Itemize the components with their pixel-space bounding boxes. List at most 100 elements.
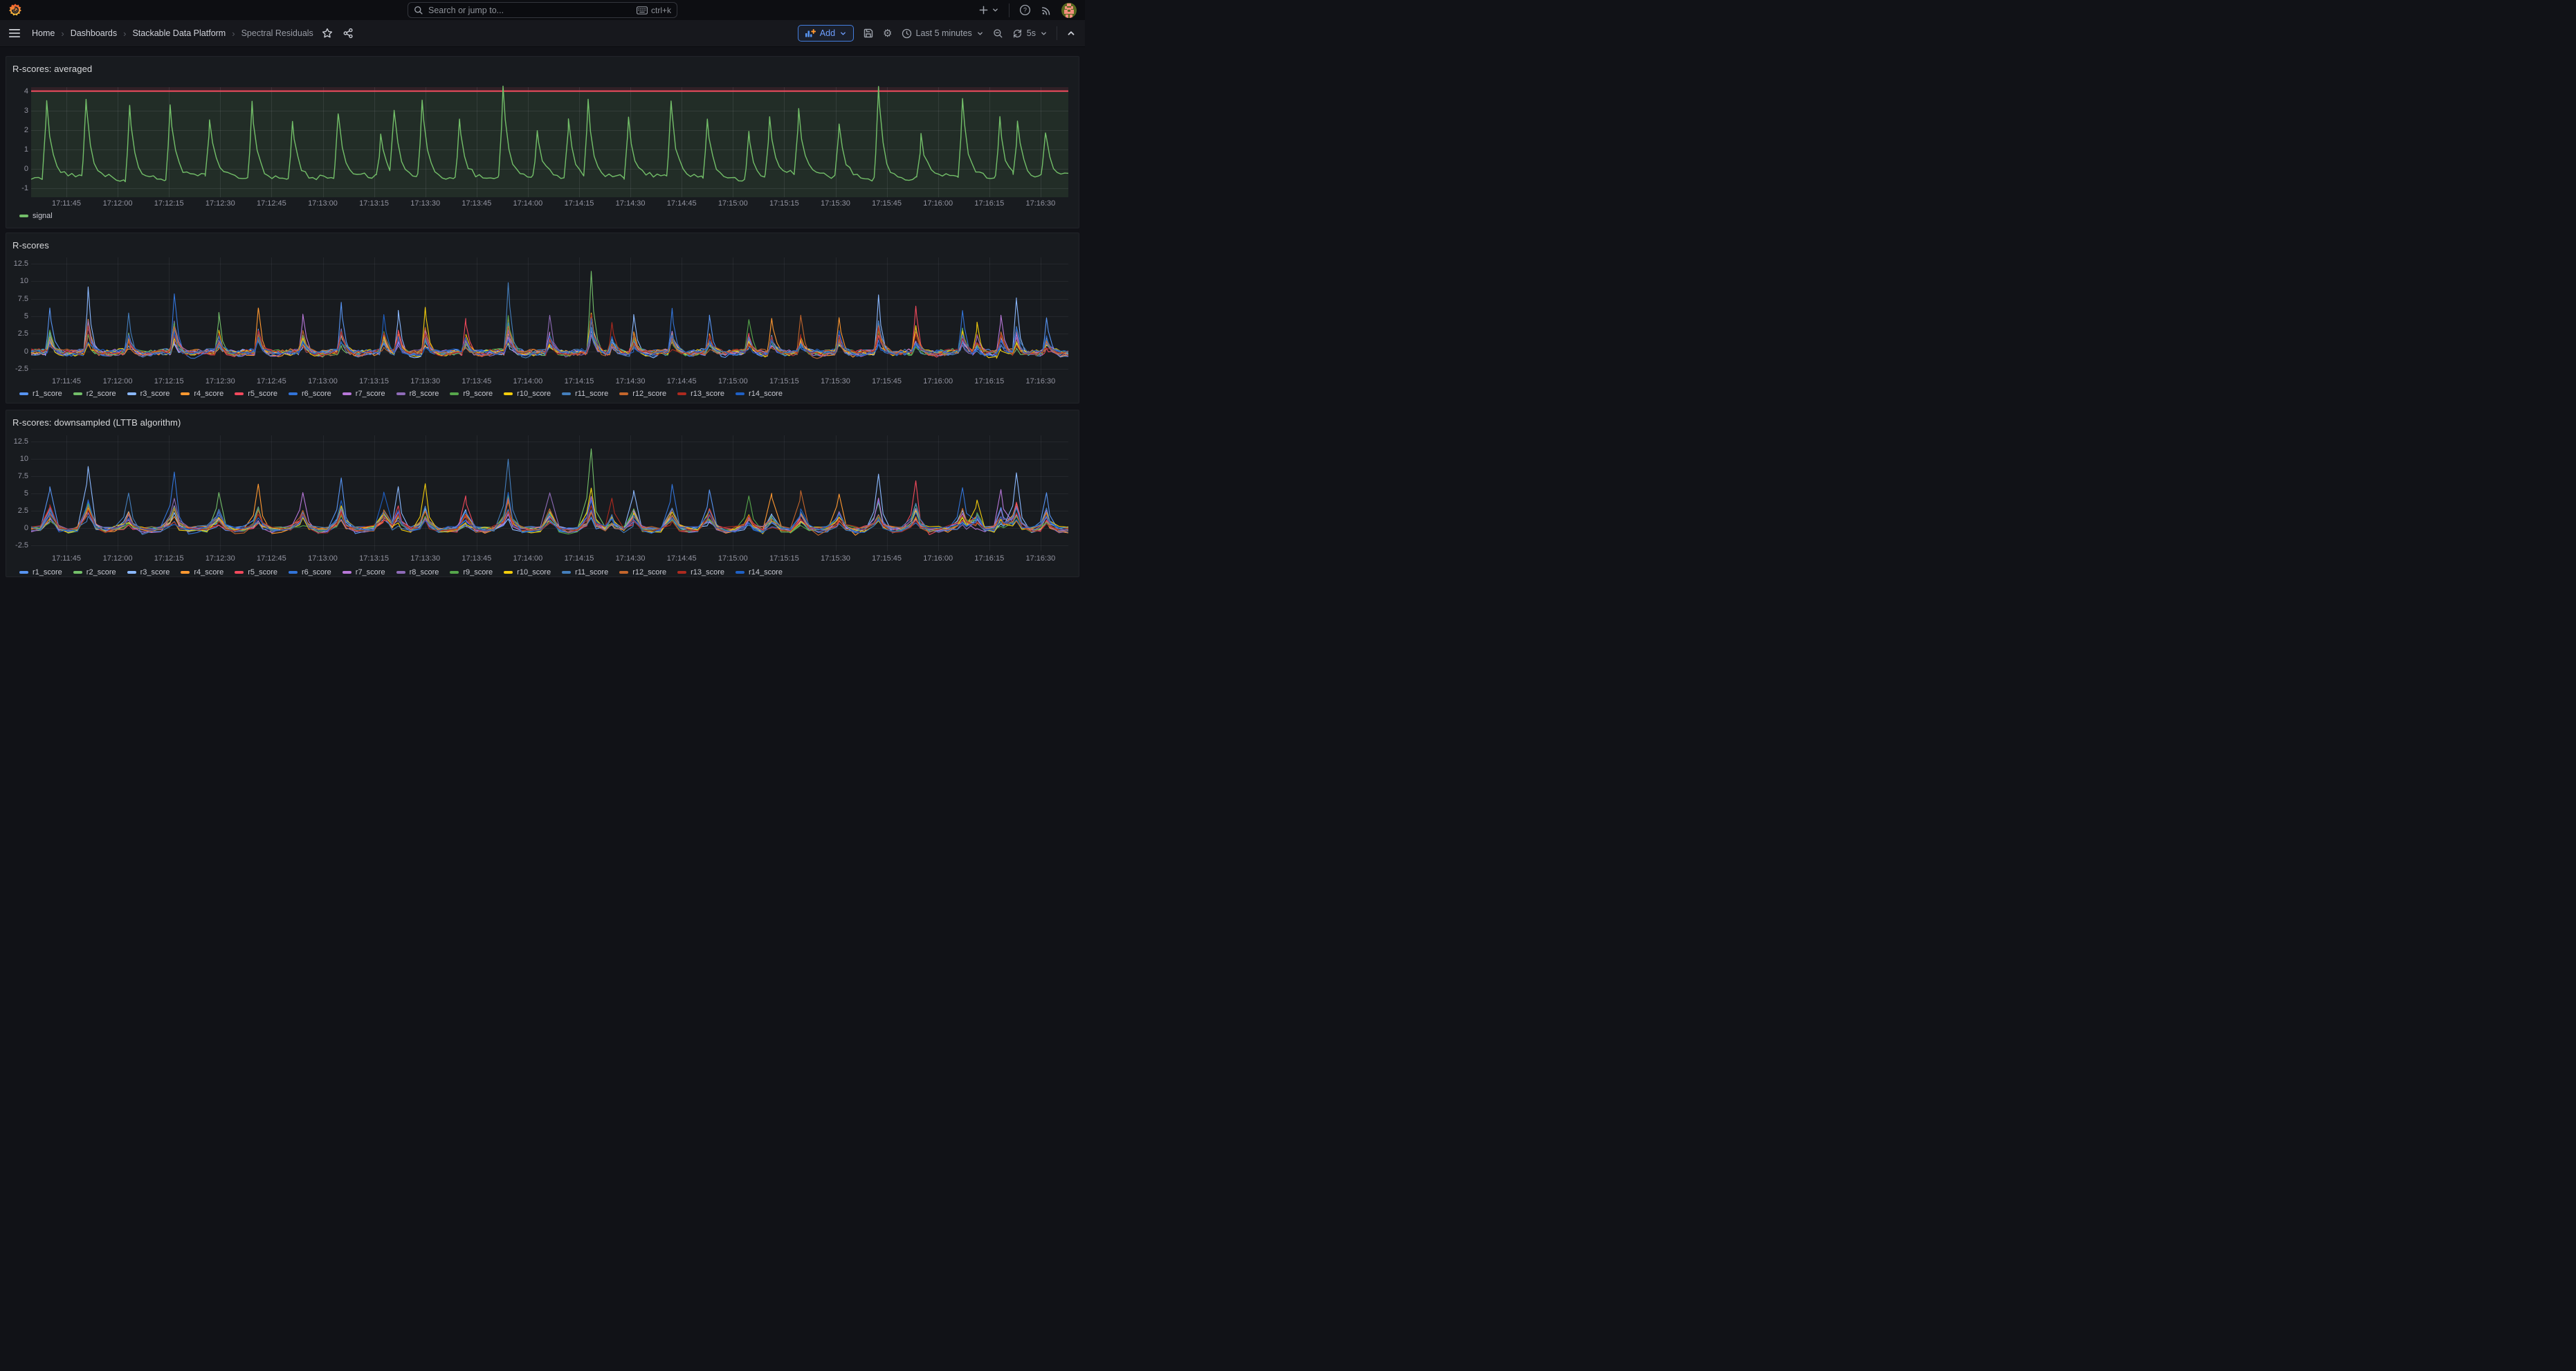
y-tick-label: 10 <box>19 455 28 463</box>
legend-swatch <box>677 392 687 395</box>
legend-label: signal <box>33 212 53 220</box>
legend-label: r5_score <box>248 568 277 576</box>
legend-swatch <box>396 392 405 395</box>
time-range-picker[interactable]: Last 5 minutes <box>902 28 984 39</box>
legend-item-r10_score[interactable]: r10_score <box>504 390 551 398</box>
menu-toggle-button[interactable] <box>9 28 20 38</box>
legend-item-r9_score[interactable]: r9_score <box>450 390 493 398</box>
legend-item-r7_score[interactable]: r7_score <box>342 568 385 576</box>
search-shortcut: ctrl+k <box>637 6 671 15</box>
plot-area[interactable] <box>30 257 1069 375</box>
legend-swatch <box>19 392 28 395</box>
legend-item-r13_score[interactable]: r13_score <box>677 390 724 398</box>
breadcrumb-separator: › <box>232 28 235 39</box>
plot-area[interactable] <box>30 85 1069 197</box>
legend-item-r12_score[interactable]: r12_score <box>619 568 666 576</box>
legend-item-r11_score[interactable]: r11_score <box>562 568 608 576</box>
collapse-toolbar-button[interactable] <box>1066 28 1076 38</box>
threshold-region-below <box>31 91 1068 197</box>
legend-item-r13_score[interactable]: r13_score <box>677 568 724 576</box>
legend-item-r7_score[interactable]: r7_score <box>342 390 385 398</box>
legend-label: r10_score <box>517 390 551 398</box>
legend-item-r9_score[interactable]: r9_score <box>450 568 493 576</box>
breadcrumb-home[interactable]: Home <box>32 28 55 38</box>
legend-item-r10_score[interactable]: r10_score <box>504 568 551 576</box>
x-tick-label: 17:13:15 <box>359 377 390 385</box>
user-avatar[interactable] <box>1061 2 1077 18</box>
x-tick-label: 17:15:00 <box>718 554 748 563</box>
legend-item-r11_score[interactable]: r11_score <box>562 390 608 398</box>
dashboard-settings-button[interactable]: ⚙ <box>883 27 893 39</box>
series-path-r13_score <box>30 314 1069 357</box>
legend-item-r14_score[interactable]: r14_score <box>736 568 783 576</box>
legend-label: r5_score <box>248 390 277 398</box>
plot-area[interactable] <box>30 435 1069 551</box>
x-tick-label: 17:13:30 <box>410 554 441 563</box>
top-bar: ctrl+k ? <box>0 0 1085 20</box>
legend-item-r6_score[interactable]: r6_score <box>288 568 331 576</box>
x-tick-label: 17:14:30 <box>615 554 646 563</box>
refresh-picker[interactable]: 5s <box>1012 28 1048 39</box>
x-tick-label: 17:12:00 <box>102 554 133 563</box>
chart-canvas <box>30 435 1069 551</box>
legend-label: r1_score <box>33 568 62 576</box>
x-tick-label: 17:15:00 <box>718 199 748 208</box>
breadcrumb-dashboards[interactable]: Dashboards <box>70 28 118 38</box>
panel-title: R-scores: averaged <box>12 64 93 74</box>
legend-item-r5_score[interactable]: r5_score <box>235 390 277 398</box>
x-tick-label: 17:16:00 <box>923 377 953 385</box>
legend-item-r14_score[interactable]: r14_score <box>736 390 783 398</box>
add-button[interactable]: Add <box>797 25 855 42</box>
zoom-out-time-button[interactable] <box>993 28 1003 39</box>
legend-swatch <box>19 215 28 217</box>
y-tick-label: -1 <box>21 184 28 193</box>
x-tick-label: 17:16:30 <box>1025 377 1056 385</box>
x-tick-label: 17:14:15 <box>564 377 594 385</box>
legend-item-r1_score[interactable]: r1_score <box>19 568 62 576</box>
y-tick-label: 5 <box>24 489 28 498</box>
save-dashboard-button[interactable] <box>863 28 874 39</box>
panel-rscores-downsampled: R-scores: downsampled (LTTB algorithm) 1… <box>6 410 1079 577</box>
legend-label: r11_score <box>575 390 609 398</box>
breadcrumb-folder[interactable]: Stackable Data Platform <box>132 28 226 38</box>
x-tick-label: 17:14:45 <box>666 377 697 385</box>
legend-swatch <box>127 571 136 574</box>
legend-item-r8_score[interactable]: r8_score <box>396 390 439 398</box>
legend-item-r3_score[interactable]: r3_score <box>127 568 170 576</box>
grafana-logo[interactable] <box>8 3 22 17</box>
series-path-r14_score <box>30 491 1069 534</box>
chevron-down-icon <box>992 6 999 14</box>
legend-item-r12_score[interactable]: r12_score <box>619 390 666 398</box>
legend-item-signal[interactable]: signal <box>19 212 53 220</box>
x-tick-label: 17:14:15 <box>564 199 594 208</box>
share-button[interactable] <box>342 28 354 39</box>
legend-item-r4_score[interactable]: r4_score <box>181 390 223 398</box>
new-menu-button[interactable] <box>978 5 999 15</box>
legend-item-r2_score[interactable]: r2_score <box>73 390 116 398</box>
legend-item-r1_score[interactable]: r1_score <box>19 390 62 398</box>
legend: r1_score r2_score r3_score r4_score r5_score… <box>19 390 1073 398</box>
search-input[interactable] <box>428 5 632 15</box>
help-button[interactable]: ? <box>1019 4 1031 16</box>
legend-item-r6_score[interactable]: r6_score <box>288 390 331 398</box>
y-tick-label: 0 <box>24 347 28 356</box>
x-tick-label: 17:14:30 <box>615 199 646 208</box>
legend-swatch <box>235 392 244 395</box>
legend-item-r4_score[interactable]: r4_score <box>181 568 223 576</box>
y-tick-label: 12.5 <box>13 437 28 446</box>
legend-swatch <box>181 392 190 395</box>
favorite-star-button[interactable] <box>322 28 333 39</box>
x-tick-label: 17:16:00 <box>923 554 953 563</box>
search-bar[interactable]: ctrl+k <box>408 2 677 18</box>
legend-item-r8_score[interactable]: r8_score <box>396 568 439 576</box>
news-icon[interactable] <box>1041 5 1052 16</box>
legend-item-r5_score[interactable]: r5_score <box>235 568 277 576</box>
x-tick-label: 17:14:45 <box>666 554 697 563</box>
x-tick-label: 17:15:00 <box>718 377 748 385</box>
legend-label: r1_score <box>33 390 62 398</box>
legend-label: r14_score <box>749 568 783 576</box>
x-tick-label: 17:13:30 <box>410 377 441 385</box>
legend-item-r2_score[interactable]: r2_score <box>73 568 116 576</box>
panel-rscores-averaged: R-scores: averaged 4 3 2 1 0 -1 17:11:45 17:12… <box>6 56 1079 228</box>
legend-item-r3_score[interactable]: r3_score <box>127 390 170 398</box>
